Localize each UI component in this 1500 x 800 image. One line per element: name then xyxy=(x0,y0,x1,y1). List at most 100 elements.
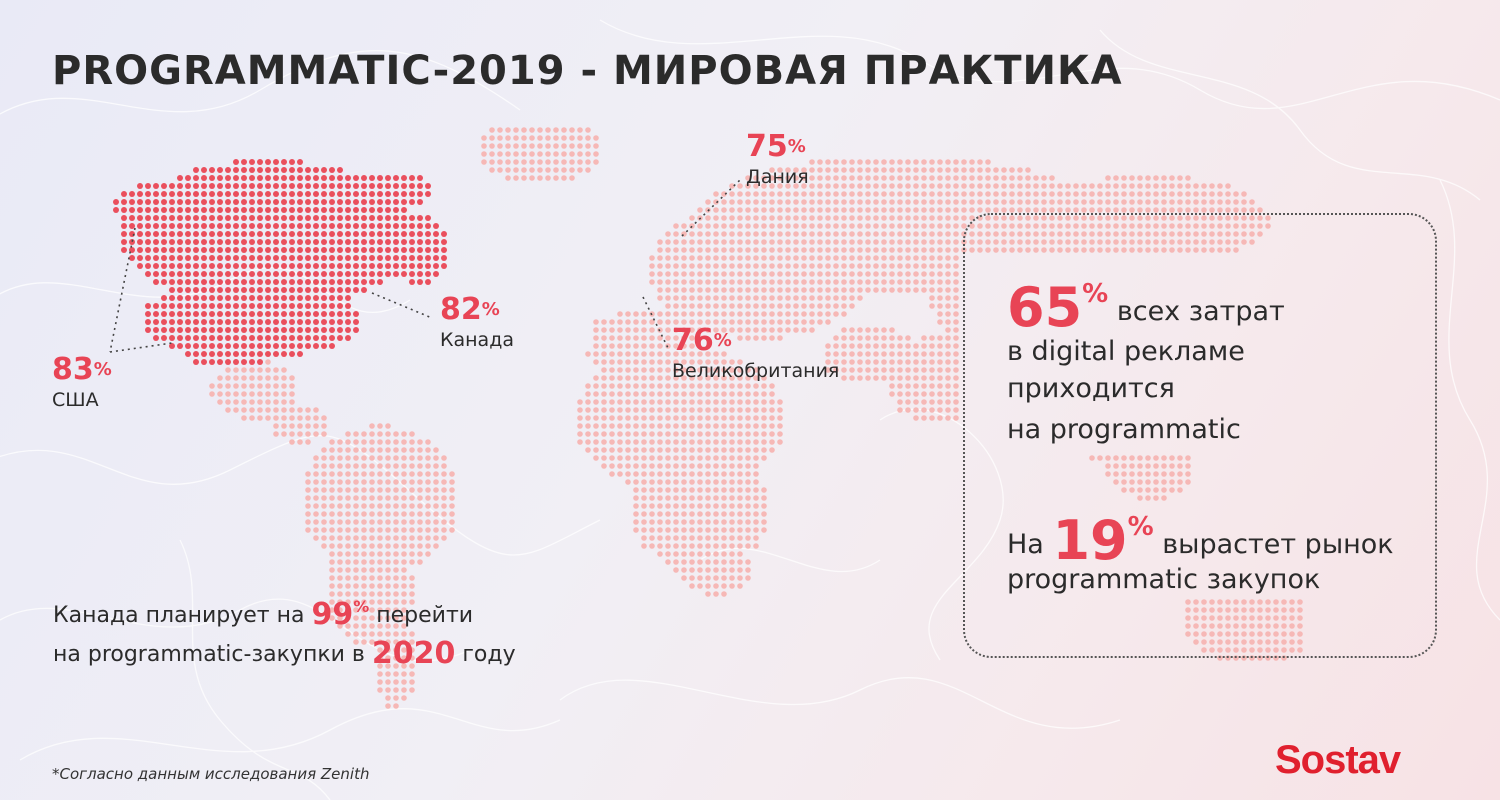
map-dot xyxy=(257,191,263,197)
map-dot xyxy=(209,191,215,197)
map-dot xyxy=(345,183,351,189)
map-dot xyxy=(193,183,199,189)
map-dot xyxy=(905,159,911,165)
map-dot xyxy=(1041,175,1047,181)
map-dot xyxy=(809,207,815,213)
map-dot xyxy=(201,167,207,173)
map-dot xyxy=(889,167,895,173)
map-dot xyxy=(1249,215,1255,221)
map-dot xyxy=(281,223,287,229)
map-dot xyxy=(1033,199,1039,205)
map-dot xyxy=(729,199,735,205)
map-dot xyxy=(505,167,511,173)
map-dot xyxy=(369,183,375,189)
map-dot xyxy=(897,231,903,237)
map-dot xyxy=(225,231,231,237)
map-dot xyxy=(505,175,511,181)
usa-leader-line-lower xyxy=(109,342,173,353)
map-dot xyxy=(817,183,823,189)
map-dot xyxy=(745,199,751,205)
map-dot xyxy=(833,199,839,205)
map-dot xyxy=(841,207,847,213)
map-dot xyxy=(1129,223,1135,229)
map-dot xyxy=(777,183,783,189)
map-dot xyxy=(137,231,143,237)
map-dot xyxy=(753,215,759,221)
map-dot xyxy=(545,175,551,181)
map-dot xyxy=(697,231,703,237)
map-dot xyxy=(497,143,503,149)
map-dot xyxy=(257,199,263,205)
map-dot xyxy=(417,183,423,189)
map-dot xyxy=(281,191,287,197)
map-dot xyxy=(929,175,935,181)
map-dot xyxy=(257,231,263,237)
map-dot xyxy=(1161,207,1167,213)
map-dot xyxy=(177,223,183,229)
map-dot xyxy=(297,215,303,221)
map-dot xyxy=(1209,191,1215,197)
map-dot xyxy=(889,215,895,221)
map-dot xyxy=(905,175,911,181)
map-dot xyxy=(1201,199,1207,205)
map-dot xyxy=(1249,207,1255,213)
map-dot xyxy=(873,231,879,237)
map-dot xyxy=(921,207,927,213)
map-dot xyxy=(1169,175,1175,181)
box-stat2-line2: programmatic закупок xyxy=(1007,564,1321,595)
map-dot xyxy=(497,127,503,133)
box-stat1-line2: в digital рекламе xyxy=(1007,336,1245,367)
map-dot xyxy=(929,159,935,165)
map-dot xyxy=(865,167,871,173)
map-dot xyxy=(265,167,271,173)
map-dot xyxy=(1193,191,1199,197)
map-dot xyxy=(761,223,767,229)
map-dot xyxy=(1049,175,1055,181)
map-dot xyxy=(193,175,199,181)
stat-uk-value: 76% xyxy=(672,323,732,358)
map-dot xyxy=(857,207,863,213)
box-stat2-line1: На 19% вырастет рынок xyxy=(1007,509,1394,572)
map-dot xyxy=(1041,207,1047,213)
map-dot xyxy=(537,127,543,133)
map-dot xyxy=(265,207,271,213)
map-dot xyxy=(857,159,863,165)
map-dot xyxy=(417,215,423,221)
map-dot xyxy=(961,207,967,213)
map-dot xyxy=(561,151,567,157)
map-dot xyxy=(977,199,983,205)
map-dot xyxy=(777,175,783,181)
map-dot xyxy=(257,167,263,173)
map-dot xyxy=(881,167,887,173)
map-dot xyxy=(953,191,959,197)
map-dot xyxy=(705,215,711,221)
map-dot xyxy=(529,159,535,165)
map-dot xyxy=(913,159,919,165)
map-dot xyxy=(769,207,775,213)
map-dot xyxy=(817,207,823,213)
map-dot xyxy=(129,191,135,197)
map-dot xyxy=(521,175,527,181)
map-dot xyxy=(801,231,807,237)
map-dot xyxy=(137,199,143,205)
map-dot xyxy=(329,191,335,197)
map-dot xyxy=(1065,199,1071,205)
map-dot xyxy=(337,223,343,229)
map-dot xyxy=(1001,223,1007,229)
map-dot xyxy=(857,183,863,189)
map-dot xyxy=(1041,223,1047,229)
map-dot xyxy=(977,159,983,165)
map-dot xyxy=(897,183,903,189)
map-dot xyxy=(377,215,383,221)
map-dot xyxy=(553,135,559,141)
map-dot xyxy=(953,199,959,205)
map-dot xyxy=(1177,207,1183,213)
map-dot xyxy=(833,231,839,237)
map-dot xyxy=(745,215,751,221)
map-dot xyxy=(1209,207,1215,213)
map-dot xyxy=(921,199,927,205)
map-dot xyxy=(1033,175,1039,181)
map-dot xyxy=(713,191,719,197)
map-dot xyxy=(881,191,887,197)
